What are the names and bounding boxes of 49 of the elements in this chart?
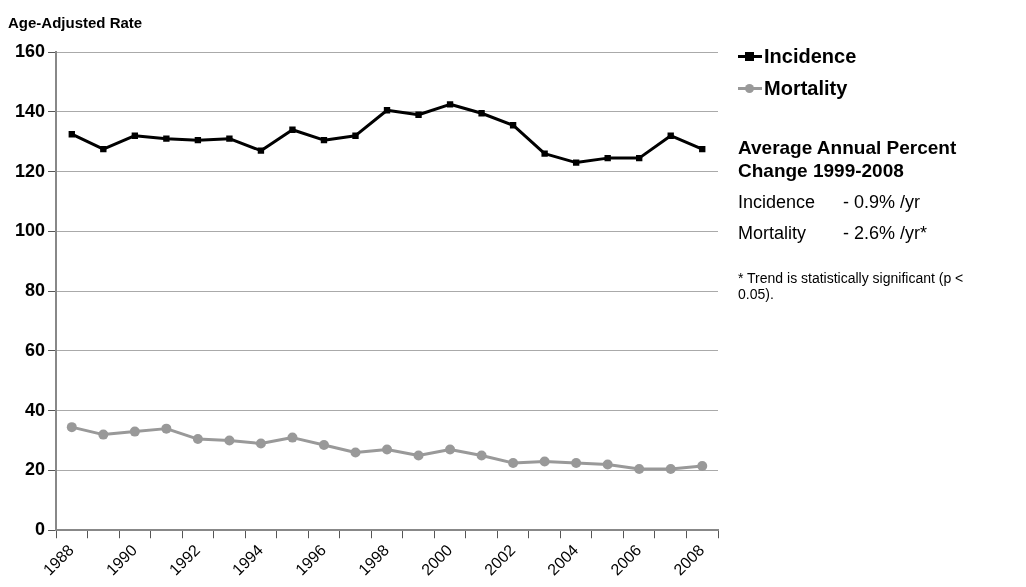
y-tick-label: 80: [25, 280, 46, 301]
y-axis-title: Age-Adjusted Rate: [8, 14, 143, 31]
point: [66, 422, 77, 433]
text: - 2.6% /yr*: [843, 223, 928, 244]
point: [415, 111, 422, 118]
point: [226, 135, 233, 142]
point: [350, 447, 361, 458]
point: [98, 429, 109, 440]
text: Mortality: [738, 223, 807, 244]
y-tick-label: 120: [14, 160, 46, 181]
text: * Trend is statistically significant (p < 0.05).: [738, 270, 965, 302]
y-tick-label: 0: [35, 519, 46, 540]
point: [478, 110, 485, 117]
point: [697, 460, 708, 471]
y-tick-label: 20: [25, 459, 46, 480]
y-tick-label: 160: [14, 40, 46, 61]
point: [352, 132, 359, 139]
point: [382, 444, 393, 455]
point: [604, 154, 611, 162]
point: [413, 450, 424, 461]
legend-label: Incidence: [764, 44, 857, 68]
text: Average Annual Percent Change 1999-2008: [738, 136, 958, 182]
point: [289, 126, 296, 133]
point: [541, 150, 548, 157]
point: [257, 147, 265, 154]
point: [287, 432, 298, 443]
point: [255, 438, 266, 449]
y-tick-label: 40: [25, 399, 46, 420]
point: [602, 459, 613, 470]
y-tick-label: 100: [14, 220, 46, 241]
point: [161, 423, 172, 434]
point: [634, 463, 645, 474]
legend-label: Mortality: [764, 76, 848, 100]
point: [572, 159, 580, 166]
point: [224, 435, 235, 446]
y-tick-label: 60: [25, 339, 46, 360]
point: [445, 444, 456, 455]
text: - 0.9% /yr: [843, 192, 921, 213]
point: [539, 456, 550, 467]
point: [192, 434, 203, 445]
point: [129, 426, 140, 437]
y-tick-label: 140: [14, 100, 46, 121]
point: [476, 450, 487, 461]
point: [508, 458, 519, 468]
text: Incidence: [738, 192, 817, 213]
point: [163, 135, 170, 142]
point: [571, 458, 582, 468]
point: [665, 463, 676, 474]
point: [318, 440, 329, 451]
